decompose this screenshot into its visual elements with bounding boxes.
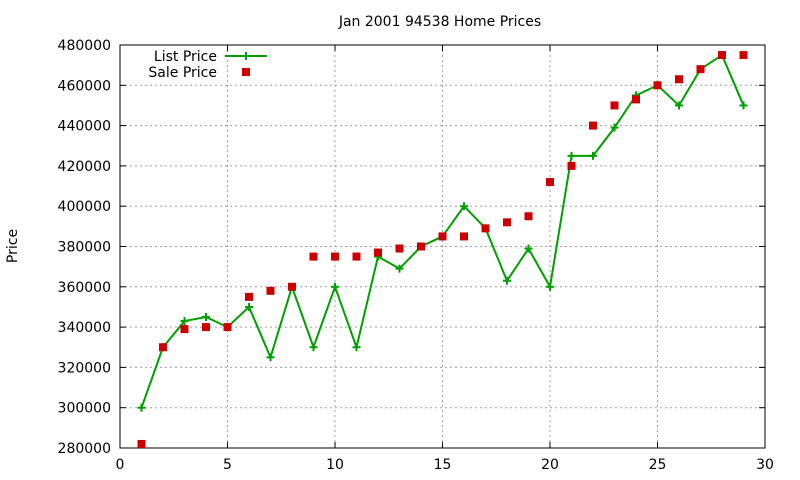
x-tick-label: 25 bbox=[649, 457, 667, 473]
sale-price-point bbox=[159, 343, 167, 352]
y-tick-label: 420000 bbox=[58, 159, 111, 175]
legend-label: Sale Price bbox=[148, 65, 217, 81]
list-price-point bbox=[460, 202, 468, 211]
list-price-point bbox=[503, 276, 511, 285]
x-tick-label: 30 bbox=[756, 457, 774, 473]
list-price-point bbox=[137, 403, 146, 412]
list-price-point bbox=[610, 123, 619, 132]
y-tick-label: 280000 bbox=[58, 441, 111, 457]
list-price-point bbox=[180, 317, 189, 326]
sale-price-point bbox=[632, 95, 640, 104]
sale-price-point bbox=[567, 161, 576, 170]
y-tick-label: 340000 bbox=[58, 320, 111, 336]
y-tick-label: 480000 bbox=[58, 38, 111, 54]
grid bbox=[120, 45, 765, 448]
y-tick-label: 300000 bbox=[58, 401, 111, 417]
sale-price-point bbox=[696, 65, 705, 74]
sale-price-point bbox=[589, 121, 597, 130]
sale-price-point bbox=[309, 252, 318, 261]
chart-title: Jan 2001 94538 Home Prices bbox=[338, 14, 541, 30]
list-price-point bbox=[331, 282, 339, 291]
legend-square-swatch bbox=[242, 68, 250, 76]
sale-price-point bbox=[137, 439, 146, 448]
legend-label: List Price bbox=[154, 49, 217, 65]
list-price-point bbox=[309, 343, 318, 352]
list-price-point bbox=[245, 302, 253, 311]
list-price-point bbox=[395, 264, 404, 273]
sale-price-point bbox=[610, 101, 619, 110]
sale-price-point bbox=[352, 252, 361, 261]
list-price-point bbox=[202, 313, 210, 322]
list-price-point bbox=[546, 282, 554, 291]
list-price-point bbox=[567, 151, 576, 160]
sale-price-point bbox=[266, 286, 275, 295]
sale-price-point bbox=[374, 248, 382, 257]
sale-price-point bbox=[288, 282, 296, 291]
axes: 0 5 10 15 20 25 30 280000 300000 320000 340000 3600… bbox=[58, 38, 774, 473]
list-price-point bbox=[352, 343, 361, 352]
sale-price-point bbox=[202, 323, 210, 332]
sale-price-point bbox=[180, 325, 189, 334]
x-tick-label: 10 bbox=[326, 457, 344, 473]
sale-price-point bbox=[524, 212, 533, 221]
sale-price-point bbox=[675, 75, 683, 84]
sale-price-point bbox=[739, 51, 748, 60]
sale-price-point bbox=[245, 292, 253, 301]
sale-price-point bbox=[223, 323, 232, 332]
list-price-point bbox=[524, 244, 533, 253]
x-tick-label: 15 bbox=[434, 457, 452, 473]
y-tick-label: 400000 bbox=[58, 199, 111, 215]
sale-price-point bbox=[481, 224, 490, 233]
sale-price-point bbox=[417, 242, 425, 251]
y-tick-label: 380000 bbox=[58, 240, 111, 256]
sale-price-point bbox=[546, 178, 554, 187]
sale-price-point bbox=[331, 252, 339, 261]
x-tick-label: 0 bbox=[116, 457, 125, 473]
sale-price-point bbox=[503, 218, 511, 227]
sale-price-point bbox=[460, 232, 468, 241]
y-tick-label: 460000 bbox=[58, 78, 111, 94]
sale-price-point bbox=[395, 244, 404, 253]
list-price-point bbox=[675, 101, 683, 110]
y-axis-label: Price bbox=[5, 229, 21, 263]
list-price-point bbox=[266, 353, 275, 362]
x-tick-label: 5 bbox=[223, 457, 232, 473]
sale-price-point bbox=[653, 81, 662, 90]
y-tick-label: 440000 bbox=[58, 119, 111, 135]
series bbox=[137, 51, 748, 448]
y-tick-label: 320000 bbox=[58, 360, 111, 376]
list-price-point bbox=[739, 101, 748, 110]
y-tick-label: 360000 bbox=[58, 280, 111, 296]
sale-price-point bbox=[718, 51, 726, 60]
x-tick-label: 20 bbox=[541, 457, 559, 473]
list-price-point bbox=[589, 151, 597, 160]
sale-price-point bbox=[438, 232, 447, 241]
